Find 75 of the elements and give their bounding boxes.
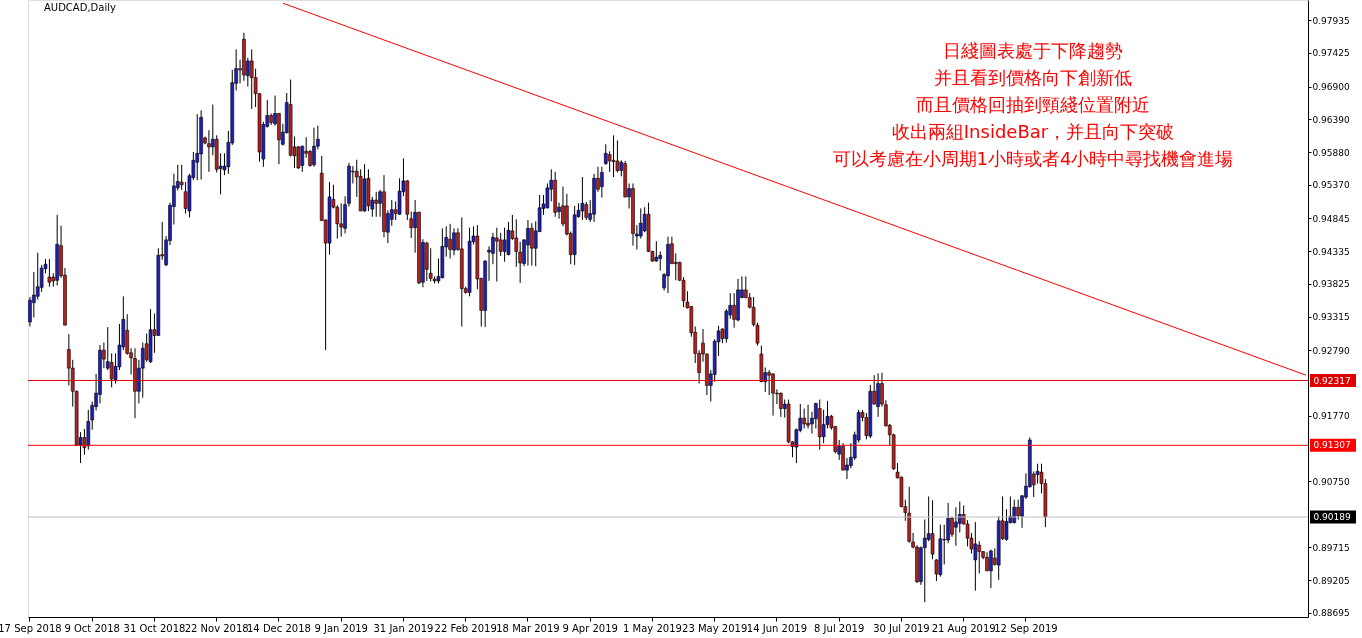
y-tick-label: 0.89715 (1312, 542, 1350, 553)
x-tick-label: 9 Apr 2019 (562, 622, 618, 634)
y-tick-label: 0.92790 (1312, 345, 1350, 356)
x-tick-label: 30 Jul 2019 (873, 622, 930, 634)
candlestick (207, 129, 211, 173)
x-tick-label: 22 Feb 2019 (434, 622, 497, 634)
annotation: 收出兩組InsideBar，并且向下突破 (891, 121, 1175, 142)
candlestick (930, 499, 935, 560)
x-tick-label: 31 Jan 2019 (373, 622, 434, 634)
y-tick-label: 0.88695 (1312, 608, 1350, 619)
candlestick (530, 222, 534, 267)
candlestick (448, 223, 452, 259)
x-tick-label: 21 Aug 2019 (931, 622, 996, 634)
candlestick (452, 227, 456, 256)
candlestick (312, 127, 316, 168)
y-tick-label: 0.95370 (1312, 180, 1350, 191)
candlestick (374, 191, 379, 218)
annotation: 并且看到價格向下創新低 (934, 67, 1132, 88)
candlestick (973, 521, 978, 592)
candlestick (654, 240, 659, 263)
y-tick-label: 0.90750 (1312, 476, 1350, 487)
x-tick-label: 8 Jul 2019 (814, 622, 865, 634)
candlestick (779, 392, 783, 418)
y-tick-label: 0.95880 (1312, 147, 1350, 158)
candlestick (35, 252, 40, 301)
candlestick (802, 408, 806, 429)
y-tick-label: 0.94845 (1312, 213, 1350, 224)
candlestick (502, 227, 507, 263)
y-tick-label: 0.94335 (1312, 246, 1350, 257)
candlestick (732, 292, 736, 329)
y-tick-label: 0.93315 (1312, 312, 1350, 323)
candlestick (409, 211, 414, 239)
ref-line-label: 0.90189 (1313, 512, 1351, 523)
x-tick-label: 14 Jun 2019 (746, 622, 808, 634)
x-tick-label: 23 May 2019 (682, 622, 748, 634)
candlestick (989, 549, 993, 589)
ref-line-label: 0.92317 (1313, 375, 1351, 386)
y-tick-label: 0.96390 (1312, 114, 1350, 125)
ref-line-label: 0.91307 (1313, 440, 1351, 451)
candlestick (767, 369, 771, 396)
x-tick-label: 14 Dec 2018 (247, 622, 311, 634)
candlestick (985, 551, 989, 572)
y-tick-label: 0.96900 (1312, 82, 1350, 93)
y-tick-label: 0.97935 (1312, 15, 1350, 26)
x-tick-label: 17 Sep 2018 (0, 622, 62, 634)
candlestick (300, 145, 305, 173)
candlestick (1016, 499, 1020, 521)
annotation: 日綫圖表處于下降趨勢 (943, 40, 1123, 61)
candlestick (615, 139, 620, 174)
candlestick (771, 372, 775, 417)
candlestick (954, 506, 958, 547)
x-tick-label: 22 Nov 2018 (184, 622, 249, 634)
candlestick (339, 202, 343, 238)
candlestick (195, 113, 200, 181)
y-tick-label: 0.91770 (1312, 411, 1350, 422)
candlestick (600, 166, 604, 199)
candlestick (249, 48, 254, 110)
x-tick-label: 31 Oct 2018 (123, 622, 186, 634)
annotation: 可以考慮在小周期1小時或者4小時中尋找機會進場 (832, 148, 1234, 169)
annotation: 而且價格回抽到頸綫位置附近 (916, 94, 1150, 115)
y-tick-label: 0.93825 (1312, 279, 1350, 290)
x-tick-label: 9 Jan 2019 (314, 622, 368, 634)
x-tick-label: 18 Mar 2019 (496, 622, 560, 634)
x-tick-label: 12 Sep 2019 (994, 622, 1058, 634)
x-tick-label: 9 Oct 2018 (64, 622, 120, 634)
candlestick (495, 227, 499, 283)
candlestick (526, 219, 530, 267)
y-tick-label: 0.97425 (1312, 48, 1350, 59)
x-tick-label: 1 May 2019 (623, 622, 682, 634)
y-tick-label: 0.89205 (1312, 575, 1350, 586)
chart-title: AUDCAD,Daily (44, 2, 116, 13)
candlestick (876, 372, 880, 418)
candlestick (498, 232, 503, 257)
candlestick (514, 218, 519, 268)
candlestick (611, 134, 616, 178)
